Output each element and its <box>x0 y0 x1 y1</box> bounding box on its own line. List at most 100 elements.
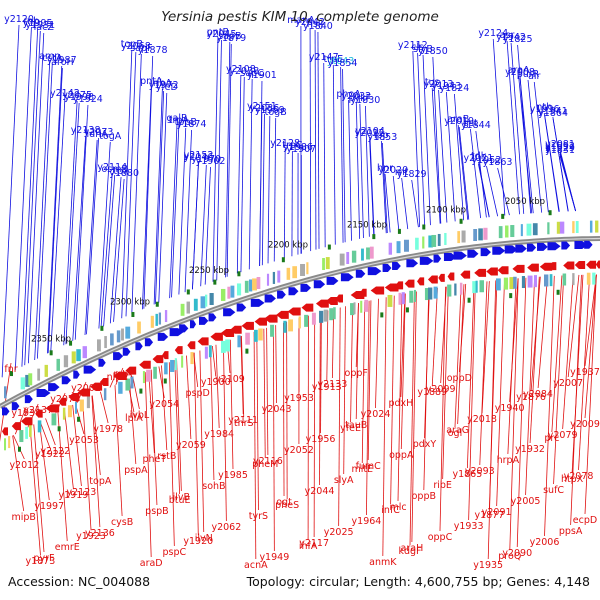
reverse-gene-label-ogt: ogt <box>276 497 292 508</box>
reverse-leader-line <box>82 400 92 531</box>
lower-track-segment <box>283 320 287 333</box>
forward-leader-line <box>422 54 431 226</box>
reverse-gene-label-fnr: fnr <box>4 364 17 375</box>
reverse-gene-arrow <box>20 417 33 426</box>
upper-track-segment <box>266 273 270 286</box>
upper-track-segment <box>505 225 509 238</box>
reverse-gene-arrow <box>438 273 445 282</box>
kbp-tick-labels: 2050 kbp 2100 kbp 2150 kbp 2200 kbp 2250 kbp… <box>31 197 545 345</box>
upper-track-segment <box>205 294 208 307</box>
lower-track-segment <box>360 300 363 313</box>
lower-track-segment <box>333 307 336 320</box>
reverse-leader-line <box>367 300 372 461</box>
reverse-gene-label-acnA: acnA <box>244 560 268 571</box>
lower-track-segment <box>103 388 107 401</box>
reverse-gene-label-anmK: anmK <box>369 557 397 568</box>
lower-track-segment <box>118 381 123 394</box>
forward-gene-label-y1825: y1825 <box>503 34 533 45</box>
reverse-gene-arrow <box>395 281 404 290</box>
upper-track-segment <box>415 237 419 250</box>
forward-leader-line <box>527 79 543 213</box>
reverse-gene-label-y1920: y1920 <box>183 536 213 547</box>
reverse-leader-line <box>211 345 217 377</box>
reverse-gene-label-y1876: y1876 <box>516 392 546 403</box>
upper-track-segment <box>56 358 60 371</box>
reverse-gene-label-sohB: sohB <box>202 481 225 492</box>
reverse-gene-label-infC: infC <box>381 505 400 516</box>
forward-leader-line <box>417 52 426 227</box>
forward-gene-label-y1830: y1830 <box>351 95 381 106</box>
green-feature-marks <box>10 210 560 452</box>
reverse-gene-label-pheS: pheS <box>275 500 299 511</box>
reverse-gene-label-lplA: lplA <box>125 413 143 424</box>
upper-track-segment <box>437 233 441 246</box>
reverse-feature-lines <box>0 274 597 560</box>
forward-feature-lines <box>1 24 576 378</box>
lower-track-segment <box>509 277 514 290</box>
forward-gene-label-asr: asr <box>500 30 515 41</box>
reverse-gene-label-y2123: y2123 <box>67 487 97 498</box>
forward-leader-line <box>141 86 152 310</box>
reverse-leader-line <box>91 395 101 476</box>
reverse-gene-label-pyrF: pyrF <box>33 553 54 564</box>
forward-leader-line <box>348 99 352 241</box>
reverse-gene-label-y1997: y1997 <box>34 501 64 512</box>
reverse-leader-line <box>571 274 584 474</box>
forward-gene-label-y2068: y2068 <box>121 41 151 52</box>
upper-track-segment <box>589 220 593 233</box>
forward-leader-line <box>384 173 391 233</box>
forward-gene-label-y1863: y1863 <box>483 157 513 168</box>
lower-track-segment <box>311 312 316 325</box>
green-mark <box>372 234 376 240</box>
reverse-gene-arrow <box>125 366 137 375</box>
reverse-gene-arrow <box>113 372 127 381</box>
forward-gene-label-tus: tus <box>425 77 440 88</box>
forward-gene-arrow <box>61 376 71 385</box>
lower-track-segment <box>592 272 596 285</box>
reverse-gene-arrow <box>210 332 223 341</box>
reverse-leader-line <box>481 281 490 414</box>
forward-gene-arrow <box>584 240 593 249</box>
green-mark <box>186 289 190 295</box>
reverse-gene-arrow <box>276 310 289 319</box>
green-mark <box>467 297 471 303</box>
reverse-gene-label-y1922: y1922 <box>35 449 65 460</box>
reverse-gene-arrow <box>326 297 338 306</box>
forward-gene-label-y1941: y1941 <box>538 106 568 117</box>
reverse-gene-arrow <box>384 283 399 292</box>
reverse-gene-label-rstB: rstB <box>157 451 176 462</box>
forward-leader-line <box>355 101 361 239</box>
reverse-gene-arrow <box>574 261 586 270</box>
forward-gene-arrow <box>547 242 561 251</box>
forward-leader-line <box>533 81 549 213</box>
forward-leader-line <box>259 80 263 267</box>
forward-leader-line <box>392 175 400 231</box>
reverse-leader-line <box>424 289 430 439</box>
reverse-gene-labels: fnr y2137 y2122 y2123 y2136 rstA ivbL rstB ilvB i… <box>4 364 600 571</box>
forward-leader-line <box>359 103 364 239</box>
forward-leader-line <box>178 127 187 295</box>
reverse-gene-label-y1900: y1900 <box>201 377 231 388</box>
forward-gene-label-pykF: pykF <box>349 93 372 104</box>
lower-track-segment <box>142 371 145 384</box>
upper-track-segment <box>116 330 121 343</box>
accession-text: Accession: NC_004088 <box>8 574 151 589</box>
forward-gene-arrow <box>144 338 154 347</box>
forward-gene-label-y2124: y2124 <box>478 28 508 39</box>
lower-track-segment <box>401 292 405 305</box>
forward-leader-line <box>510 42 525 214</box>
lower-track-segment <box>424 288 429 301</box>
reverse-leader-line <box>431 287 438 387</box>
forward-leader-line <box>369 136 375 236</box>
forward-gene-label-galR: galR <box>166 113 187 124</box>
reverse-gene-label-araD: araD <box>140 558 163 569</box>
lower-track-segment <box>447 284 452 297</box>
forward-gene-label-y1998: y1998 <box>64 92 94 103</box>
forward-gene-label-y1924: y1924 <box>73 94 103 105</box>
forward-gene-label-lpp: lpp <box>374 130 389 141</box>
upper-track-segment <box>20 377 25 390</box>
forward-gene-arrow <box>223 308 236 317</box>
lower-track-segment <box>533 275 537 288</box>
forward-leader-line <box>342 68 346 243</box>
forward-leader-line <box>486 165 499 217</box>
